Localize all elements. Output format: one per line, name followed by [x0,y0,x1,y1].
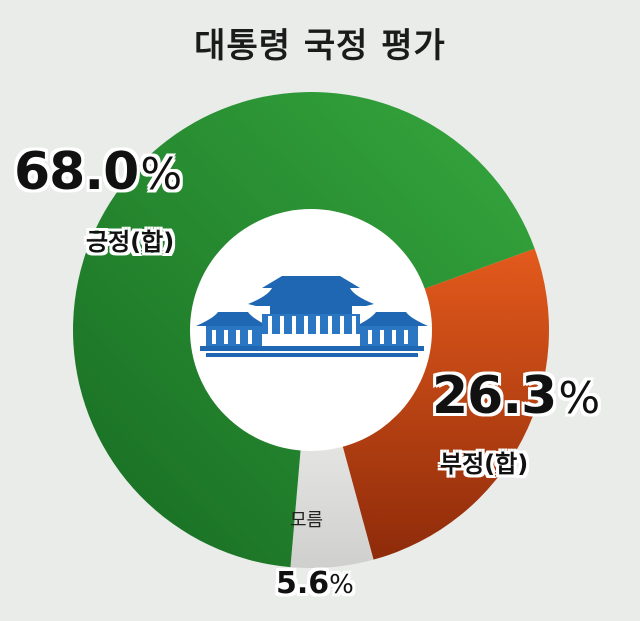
blue-house-emblem-icon [196,276,428,357]
positive-percent-label: 68.0% [14,142,182,202]
unknown-category-label: 모름 [290,510,324,531]
unknown-percent-label: 5.6% [276,566,354,601]
negative-category-label: 부정(합) [440,450,529,478]
chart-title: 대통령 국정 평가 [194,26,446,66]
slice-negative [341,248,549,560]
positive-category-label: 긍정(합) [86,228,175,256]
slice-positive [73,92,535,568]
slice-unknown [290,443,374,568]
negative-percent-label: 26.3% [432,366,600,426]
